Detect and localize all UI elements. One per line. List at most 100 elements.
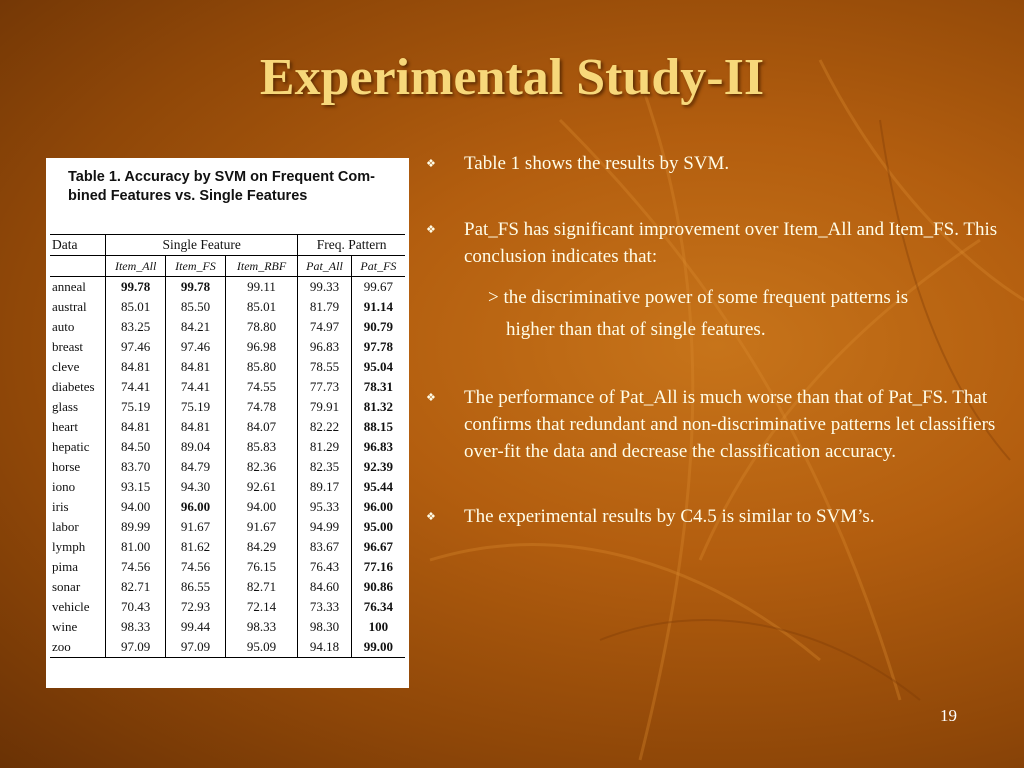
row-value-cell: 97.78 (363, 339, 394, 354)
row-value-cell: 82.71 (105, 577, 167, 597)
row-value-cell: 78.80 (225, 317, 299, 337)
bullet-text: The experimental results by C4.5 is simi… (464, 506, 875, 527)
row-value-cell: 81.32 (363, 399, 394, 414)
row-value-cell: 78.55 (297, 357, 352, 377)
row-dataset-name: zoo (50, 637, 107, 658)
row-value-cell: 91.14 (363, 299, 394, 314)
header-data: Data (50, 234, 107, 256)
row-dataset-name: lymph (50, 537, 107, 557)
row-value-cell: 84.21 (165, 317, 226, 337)
row-value-cell: 74.56 (165, 557, 226, 577)
table-body: anneal 99.78 99.78 99.11 99.33 99.67 austral 85… (50, 276, 405, 658)
row-value-cell: 81.79 (297, 297, 352, 317)
row-value-cell: 85.80 (225, 357, 299, 377)
row-value-cell: 99.78 (105, 276, 167, 297)
row-value-cell: 82.36 (225, 457, 299, 477)
row-value-cell: 76.34 (363, 599, 394, 614)
row-value-cell: 99.67 (363, 279, 394, 294)
row-value-cell: 94.00 (105, 497, 167, 517)
table-row: horse 83.70 84.79 82.36 82.35 92.39 (50, 457, 405, 477)
row-value-cell: 99.11 (225, 276, 299, 297)
table-row: auto 83.25 84.21 78.80 74.97 90.79 (50, 317, 405, 337)
subheader-pat-all: Pat_All (297, 255, 352, 277)
table-row: cleve 84.81 84.81 85.80 78.55 95.04 (50, 357, 405, 377)
row-value-cell: 75.19 (105, 397, 167, 417)
table-row: vehicle 70.43 72.93 72.14 73.33 76.34 (50, 597, 405, 617)
row-value-cell: 89.17 (297, 477, 352, 497)
table-row: austral 85.01 85.50 85.01 81.79 91.14 (50, 297, 405, 317)
row-value-cell: 94.30 (165, 477, 226, 497)
row-value-cell: 89.99 (105, 517, 167, 537)
row-value-cell: 84.50 (105, 437, 167, 457)
row-dataset-name: cleve (50, 357, 107, 377)
row-value-cell: 86.55 (165, 577, 226, 597)
table-row: lymph 81.00 81.62 84.29 83.67 96.67 (50, 537, 405, 557)
table-row: iris 94.00 96.00 94.00 95.33 96.00 (50, 497, 405, 517)
row-value-cell: 82.35 (297, 457, 352, 477)
sub-point-line: higher than that of single features. (506, 319, 766, 340)
row-value-cell: 99.33 (297, 276, 352, 297)
row-value-cell: 96.00 (165, 497, 226, 517)
row-dataset-name: vehicle (50, 597, 107, 617)
row-value-cell: 81.62 (165, 537, 226, 557)
row-value-cell: 97.46 (165, 337, 226, 357)
row-value-cell: 97.09 (165, 637, 226, 658)
row-value-cell: 84.81 (105, 357, 167, 377)
table-row: breast 97.46 97.46 96.98 96.83 97.78 (50, 337, 405, 357)
row-dataset-name: glass (50, 397, 107, 417)
row-dataset-name: pima (50, 557, 107, 577)
sub-point: > the discriminative power of some frequ… (426, 282, 1001, 346)
subheader-item-all: Item_All (105, 255, 167, 277)
row-value-cell: 88.15 (363, 419, 394, 434)
row-value-cell: 89.04 (165, 437, 226, 457)
row-value-cell: 82.22 (297, 417, 352, 437)
row-value-cell: 84.81 (105, 417, 167, 437)
row-value-cell: 95.09 (225, 637, 299, 658)
row-value-cell: 96.00 (363, 499, 394, 514)
row-value-cell: 81.00 (105, 537, 167, 557)
table-row: diabetes 74.41 74.41 74.55 77.73 78.31 (50, 377, 405, 397)
bullet-text: Table 1 shows the results by SVM. (464, 153, 730, 174)
row-value-cell: 84.60 (297, 577, 352, 597)
row-value-cell: 97.46 (105, 337, 167, 357)
row-value-cell: 76.15 (225, 557, 299, 577)
table-row: pima 74.56 74.56 76.15 76.43 77.16 (50, 557, 405, 577)
row-value-cell: 72.14 (225, 597, 299, 617)
header-freq-pattern: Freq. Pattern (297, 234, 405, 256)
row-value-cell: 85.01 (225, 297, 299, 317)
slide-title: Experimental Study-II (259, 49, 765, 106)
sub-point-line: > the discriminative power of some frequ… (488, 287, 909, 308)
row-value-cell: 96.83 (363, 439, 394, 454)
table-caption: Table 1. Accuracy by SVM on Frequent Com… (68, 169, 375, 204)
row-dataset-name: horse (50, 457, 107, 477)
diamond-bullet-icon: ❖ (426, 392, 436, 404)
row-value-cell: 91.67 (225, 517, 299, 537)
row-value-cell: 90.86 (363, 579, 394, 594)
bullet-item: ❖ Table 1 shows the results by SVM. (426, 150, 1001, 178)
row-dataset-name: anneal (50, 276, 107, 297)
row-value-cell: 77.73 (297, 377, 352, 397)
row-value-cell: 74.97 (297, 317, 352, 337)
row-value-cell: 99.78 (165, 276, 226, 297)
row-dataset-name: iono (50, 477, 107, 497)
row-dataset-name: heart (50, 417, 107, 437)
row-value-cell: 98.33 (225, 617, 299, 637)
row-value-cell: 74.56 (105, 557, 167, 577)
row-value-cell: 100 (368, 619, 389, 634)
row-value-cell: 81.29 (297, 437, 352, 457)
row-value-cell: 91.67 (165, 517, 226, 537)
bullet-text: The performance of Pat_All is much worse… (464, 387, 996, 462)
row-value-cell: 83.70 (105, 457, 167, 477)
row-dataset-name: diabetes (50, 377, 107, 397)
row-value-cell: 94.99 (297, 517, 352, 537)
row-value-cell: 77.16 (363, 559, 394, 574)
row-value-cell: 95.04 (363, 359, 394, 374)
row-value-cell: 74.41 (105, 377, 167, 397)
row-value-cell: 84.29 (225, 537, 299, 557)
row-dataset-name: auto (50, 317, 107, 337)
bullet-list: ❖ Table 1 shows the results by SVM. ❖ Pa… (426, 150, 1001, 531)
row-value-cell: 96.98 (225, 337, 299, 357)
row-value-cell: 98.30 (297, 617, 352, 637)
row-value-cell: 90.79 (363, 319, 394, 334)
